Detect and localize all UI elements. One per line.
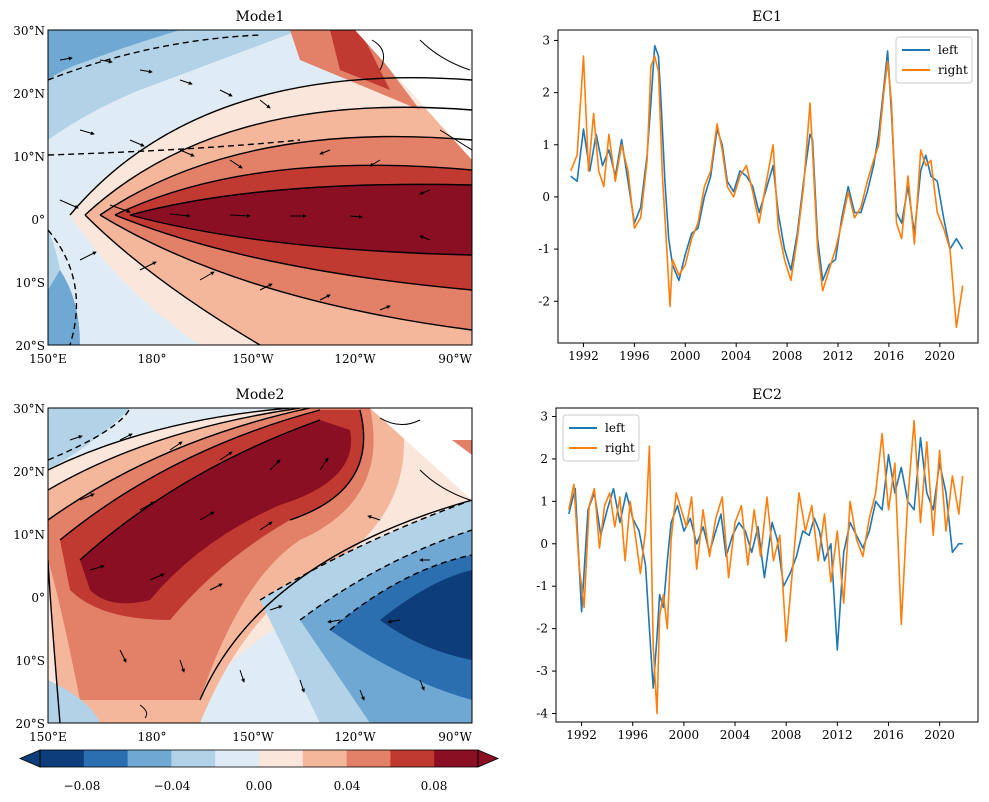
mode2-lat-tick: 20°S: [16, 717, 46, 731]
mode2-wind-vectors: [69, 433, 430, 701]
mode2-lat-tick: 30°N: [13, 402, 45, 416]
ec1-x-tick-label: 1992: [568, 349, 599, 363]
colorbar-cell: [302, 750, 348, 767]
ec2-x-tick-label: 2004: [720, 728, 751, 742]
ec2-legend-right: right: [605, 441, 635, 455]
mode1-lon-tick: 120°W: [334, 352, 376, 366]
ec1-y-tick-label: 2: [542, 86, 550, 100]
mode1-map: Mode1: [13, 9, 473, 366]
colorbar-cell: [215, 750, 260, 767]
mode1-title: Mode1: [236, 9, 285, 25]
ec1-series-right: [569, 55, 964, 329]
ec1-x-tick-label: 2016: [874, 349, 905, 363]
ec2-y-tick-label: 1: [540, 494, 548, 508]
mode1-lon-tick: 150°W: [232, 352, 274, 366]
colorbar-frame: [39, 749, 479, 768]
colorbar-tick: −0.04: [154, 779, 191, 793]
ec1-x-tick-label: 2008: [772, 349, 803, 363]
colorbar-cell: [40, 750, 85, 767]
mode2-title: Mode2: [236, 387, 285, 403]
ec1-x-tick-label: 2000: [670, 349, 701, 363]
mode2-axis-labels: 30°N 20°N 10°N 0° 10°S 20°S 150°E 180° 1…: [13, 402, 472, 744]
mode2-map: Mode2: [13, 387, 473, 744]
colorbar-tick: 0.04: [334, 779, 361, 793]
ec2-y-tick-label: 2: [540, 452, 548, 466]
colorbar-cell: [259, 750, 304, 767]
colorbar-cell: [434, 750, 479, 767]
ec1-x-tick-label: 1996: [619, 349, 650, 363]
ec1-x-tick-label: 2012: [823, 349, 854, 363]
ec2-series-right: [568, 419, 964, 715]
mode2-lon-tick: 150°E: [29, 730, 67, 744]
mode2-lat-tick: 10°N: [13, 528, 45, 542]
mode2-lon-tick: 150°W: [232, 730, 274, 744]
ec1-y-tick-label: 1: [542, 138, 550, 152]
ec2-x-tick-label: 1996: [617, 728, 648, 742]
mode1-lat-tick: 20°S: [16, 339, 46, 353]
ec1-y-tick-label: -1: [538, 242, 550, 256]
ec1-x-tick-label: 2020: [925, 349, 956, 363]
ec2-frame: [555, 407, 979, 723]
ec1-y-tick-label: -2: [538, 294, 550, 308]
mode2-lon-tick: 90°W: [438, 730, 472, 744]
colorbar-tick: −0.08: [64, 779, 101, 793]
ec2-x-tick-label: 2020: [924, 728, 955, 742]
colorbar-tick: 0.00: [246, 779, 273, 793]
ec1-plot: EC1 1992 1996 2000 2004 2008 2012 2016 2020 3 2 1…: [538, 9, 979, 363]
mode2-lon-tick: 120°W: [334, 730, 376, 744]
mode1-lat-tick: 0°: [31, 213, 45, 227]
mode1-lat-tick: 10°S: [16, 276, 46, 290]
ec1-title: EC1: [752, 9, 782, 25]
ec2-x-tick-label: 2012: [822, 728, 853, 742]
colorbar-cell: [171, 750, 216, 767]
colorbar-extend-high: [477, 749, 500, 768]
ec1-legend: left right: [895, 36, 973, 84]
ec2-x-tick-label: 2000: [669, 728, 700, 742]
mode1-lon-tick: 180°: [138, 352, 167, 366]
mode1-lat-tick: 30°N: [13, 24, 45, 38]
ec2-y-tick-label: -2: [536, 622, 548, 636]
colorbar: −0.08 −0.04 0.00 0.04 0.08: [18, 749, 500, 793]
ec1-y-tick-label: 0: [542, 190, 550, 204]
ec2-y-tick-label: -4: [536, 707, 548, 721]
ec1-legend-left: left: [938, 43, 958, 57]
mode1-coastline: [371, 39, 472, 151]
mode1-wind-vectors: [59, 56, 431, 311]
ec2-legend: left right: [562, 414, 640, 462]
ec1-legend-right: right: [938, 63, 968, 77]
ec2-series-left: [568, 436, 963, 689]
colorbar-cell: [346, 750, 391, 767]
ec2-y-tick-label: 0: [540, 537, 548, 551]
colorbar-cell: [83, 750, 129, 767]
ec2-x-tick-label: 1992: [566, 728, 597, 742]
mode1-lon-tick: 90°W: [438, 352, 472, 366]
ec2-y-tick-label: -3: [536, 664, 548, 678]
mode1-lat-tick: 10°N: [13, 150, 45, 164]
mode2-coastline: [139, 417, 471, 719]
mode1-lon-tick: 150°E: [29, 352, 67, 366]
mode2-lon-tick: 180°: [138, 730, 167, 744]
mode2-frame: [47, 407, 473, 724]
colorbar-cell: [127, 750, 172, 767]
ec1-frame: [557, 29, 979, 344]
colorbar-cell: [390, 750, 435, 767]
mode1-axis-labels: 30°N 20°N 10°N 0° 10°S 20°S 150°E 180° 1…: [13, 24, 472, 366]
ec2-y-tick-label: -1: [536, 579, 548, 593]
ec2-legend-left: left: [605, 421, 625, 435]
mode2-lat-tick: 0°: [31, 591, 45, 605]
mode1-frame: [47, 29, 473, 346]
ec2-x-tick-label: 2016: [873, 728, 904, 742]
mode2-lat-tick: 20°N: [13, 465, 45, 479]
ec2-plot: EC2 1992 1996 2000 2004 2008 2012 2016 2020 3 2 1…: [536, 387, 979, 742]
colorbar-extend-low: [18, 749, 41, 768]
mode2-lat-tick: 10°S: [16, 654, 46, 668]
ec1-y-tick-label: 3: [542, 33, 550, 47]
ec1-x-tick-label: 2004: [721, 349, 752, 363]
mode1-lat-tick: 20°N: [13, 87, 45, 101]
ec2-x-tick-label: 2008: [771, 728, 802, 742]
ec2-y-tick-label: 3: [540, 409, 548, 423]
ec2-title: EC2: [752, 387, 782, 403]
colorbar-tick: 0.08: [421, 779, 448, 793]
